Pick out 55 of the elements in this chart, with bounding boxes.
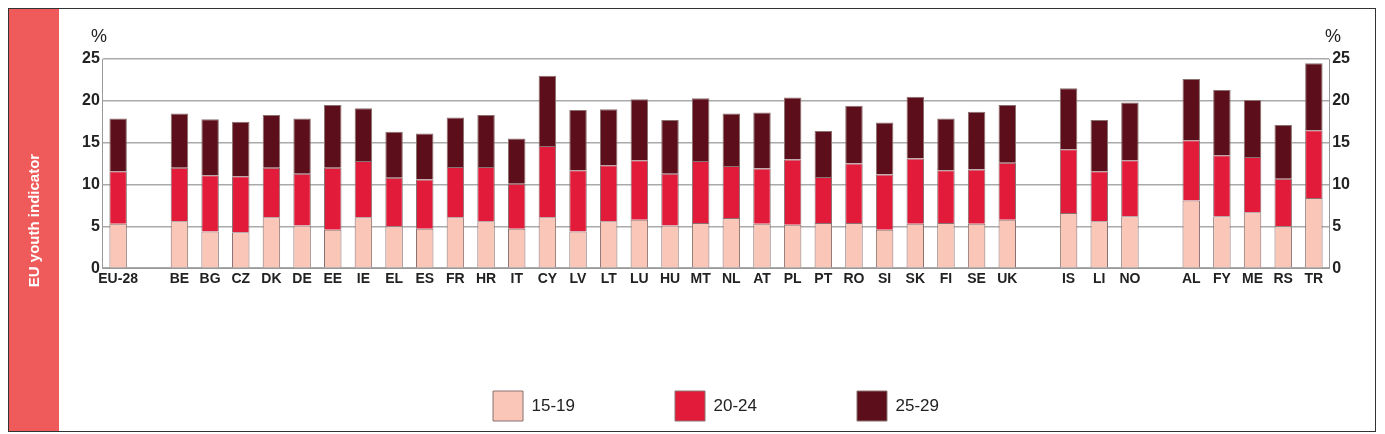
x-tick-label: DE <box>292 270 312 287</box>
y-tick-label: 15 <box>82 133 100 151</box>
x-tick-label: BE <box>169 270 190 287</box>
x-tick-label: FY <box>1212 270 1232 287</box>
x-tick-label: RO <box>843 270 865 287</box>
text: EU youth indicator <box>25 153 43 287</box>
y2-axis-title: % <box>1324 25 1342 46</box>
x-tick-label: IE <box>356 270 371 287</box>
x-tick-label: IS <box>1061 270 1076 287</box>
y-tick-label: 25 <box>82 49 100 67</box>
x-tick-label: PT <box>814 270 833 287</box>
y-tick-label: 10 <box>82 174 100 192</box>
x-tick-label: EE <box>323 270 343 287</box>
y2-tick-label: 10 <box>1332 174 1351 192</box>
x-tick-label: BG <box>199 270 221 287</box>
x-tick-label: LU <box>630 270 649 287</box>
x-tick-label: CZ <box>231 270 251 287</box>
x-tick-label: HU <box>659 270 681 287</box>
x-tick-label: UK <box>997 270 1018 287</box>
x-tick-label: SE <box>967 270 986 287</box>
x-tick-label: LV <box>569 270 588 287</box>
y2-tick-label: 25 <box>1332 49 1351 67</box>
x-tick-label: SK <box>905 270 926 287</box>
y2-tick-label: 5 <box>1332 216 1342 234</box>
x-tick-label: LI <box>1093 270 1106 287</box>
x-tick-label: RS <box>1273 270 1293 287</box>
legend-label: 25-29 <box>895 395 939 415</box>
legend-label: 15-19 <box>531 395 576 415</box>
x-tick-label: HR <box>475 270 497 287</box>
y2-tick-label: 0 <box>1332 258 1342 276</box>
x-tick-label: EU-28 <box>98 270 139 287</box>
x-tick-label: NO <box>1119 270 1141 287</box>
y2-tick-label: 15 <box>1332 133 1351 151</box>
x-tick-label: FR <box>446 270 465 287</box>
x-tick-label: DK <box>261 270 282 287</box>
x-tick-label: MT <box>690 270 712 287</box>
y-tick-label: 20 <box>82 91 100 109</box>
x-tick-label: CY <box>537 270 558 287</box>
x-tick-label: ES <box>415 270 435 287</box>
x-tick-label: SI <box>878 270 892 287</box>
x-tick-label: LT <box>600 270 618 287</box>
x-tick-label: ME <box>1242 270 1264 287</box>
x-tick-label: AL <box>1181 270 1202 287</box>
x-tick-label: NL <box>721 270 742 287</box>
x-tick-label: TR <box>1304 270 1324 287</box>
x-tick-label: FI <box>939 270 953 287</box>
y2-tick-label: 20 <box>1332 91 1351 109</box>
y-axis-title: % <box>90 25 108 46</box>
y-tick-label: 0 <box>90 258 100 276</box>
y-tick-label: 5 <box>90 216 100 234</box>
x-tick-label: IT <box>510 270 524 287</box>
legend-label: 20-24 <box>713 395 757 415</box>
x-tick-label: AT <box>753 270 772 287</box>
x-tick-label: EL <box>385 270 404 287</box>
x-tick-label: PL <box>783 270 803 287</box>
